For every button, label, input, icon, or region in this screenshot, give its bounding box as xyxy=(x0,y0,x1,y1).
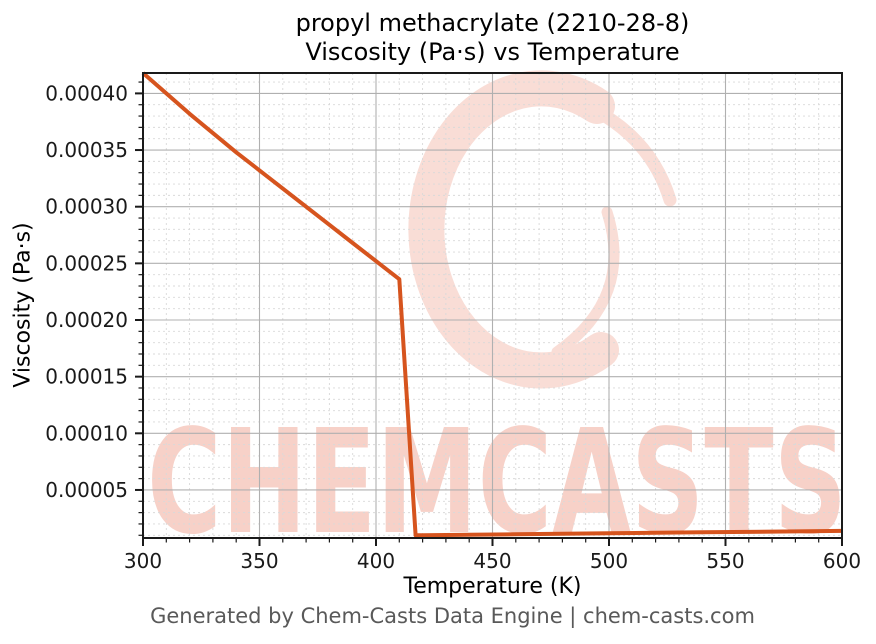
x-tick-label: 600 xyxy=(823,549,861,573)
footer-text: Generated by Chem-Casts Data Engine | ch… xyxy=(150,604,755,628)
y-tick-label: 0.00005 xyxy=(45,478,128,502)
watermark-logo-swoosh-top-icon xyxy=(549,87,677,207)
chart-title-line1: propyl methacrylate (2210-28-8) xyxy=(295,9,690,37)
data-line-viscosity xyxy=(141,71,843,538)
chart-title: propyl methacrylate (2210-28-8) Viscosit… xyxy=(143,9,842,67)
y-axis-label: Viscosity (Pa·s) xyxy=(10,222,36,388)
chart-title-line2: Viscosity (Pa·s) vs Temperature xyxy=(305,38,680,66)
x-tick-label: 500 xyxy=(590,549,628,573)
y-tick-label: 0.00040 xyxy=(45,81,128,105)
y-tick-label: 0.00010 xyxy=(45,421,128,445)
data-layer xyxy=(141,71,843,538)
axes-layer xyxy=(135,72,843,546)
watermark-layer: CHEMCASTS xyxy=(147,70,847,566)
x-tick-label: 550 xyxy=(706,549,744,573)
axes-frame xyxy=(142,72,843,539)
grid-major xyxy=(142,73,843,538)
watermark-logo-swoosh-right-icon xyxy=(551,206,620,358)
x-axis-label: Temperature (K) xyxy=(403,574,582,599)
y-tick-label: 0.00035 xyxy=(45,138,128,162)
y-tick-label: 0.00020 xyxy=(45,308,128,332)
watermark-text: CHEMCASTS xyxy=(147,398,847,566)
y-tick-label: 0.00015 xyxy=(45,365,128,389)
x-tick-label: 450 xyxy=(473,549,511,573)
x-tick-label: 300 xyxy=(124,549,162,573)
tick-label-layer: 300 350 400 450 500 550 600 0.00005 0.00010 0.000… xyxy=(45,81,861,573)
y-tick-label: 0.00030 xyxy=(45,195,128,219)
x-tick-label: 350 xyxy=(240,549,278,573)
watermark-logo-icon xyxy=(408,70,619,389)
x-tick-label: 400 xyxy=(357,549,395,573)
y-tick-label: 0.00025 xyxy=(45,251,128,275)
